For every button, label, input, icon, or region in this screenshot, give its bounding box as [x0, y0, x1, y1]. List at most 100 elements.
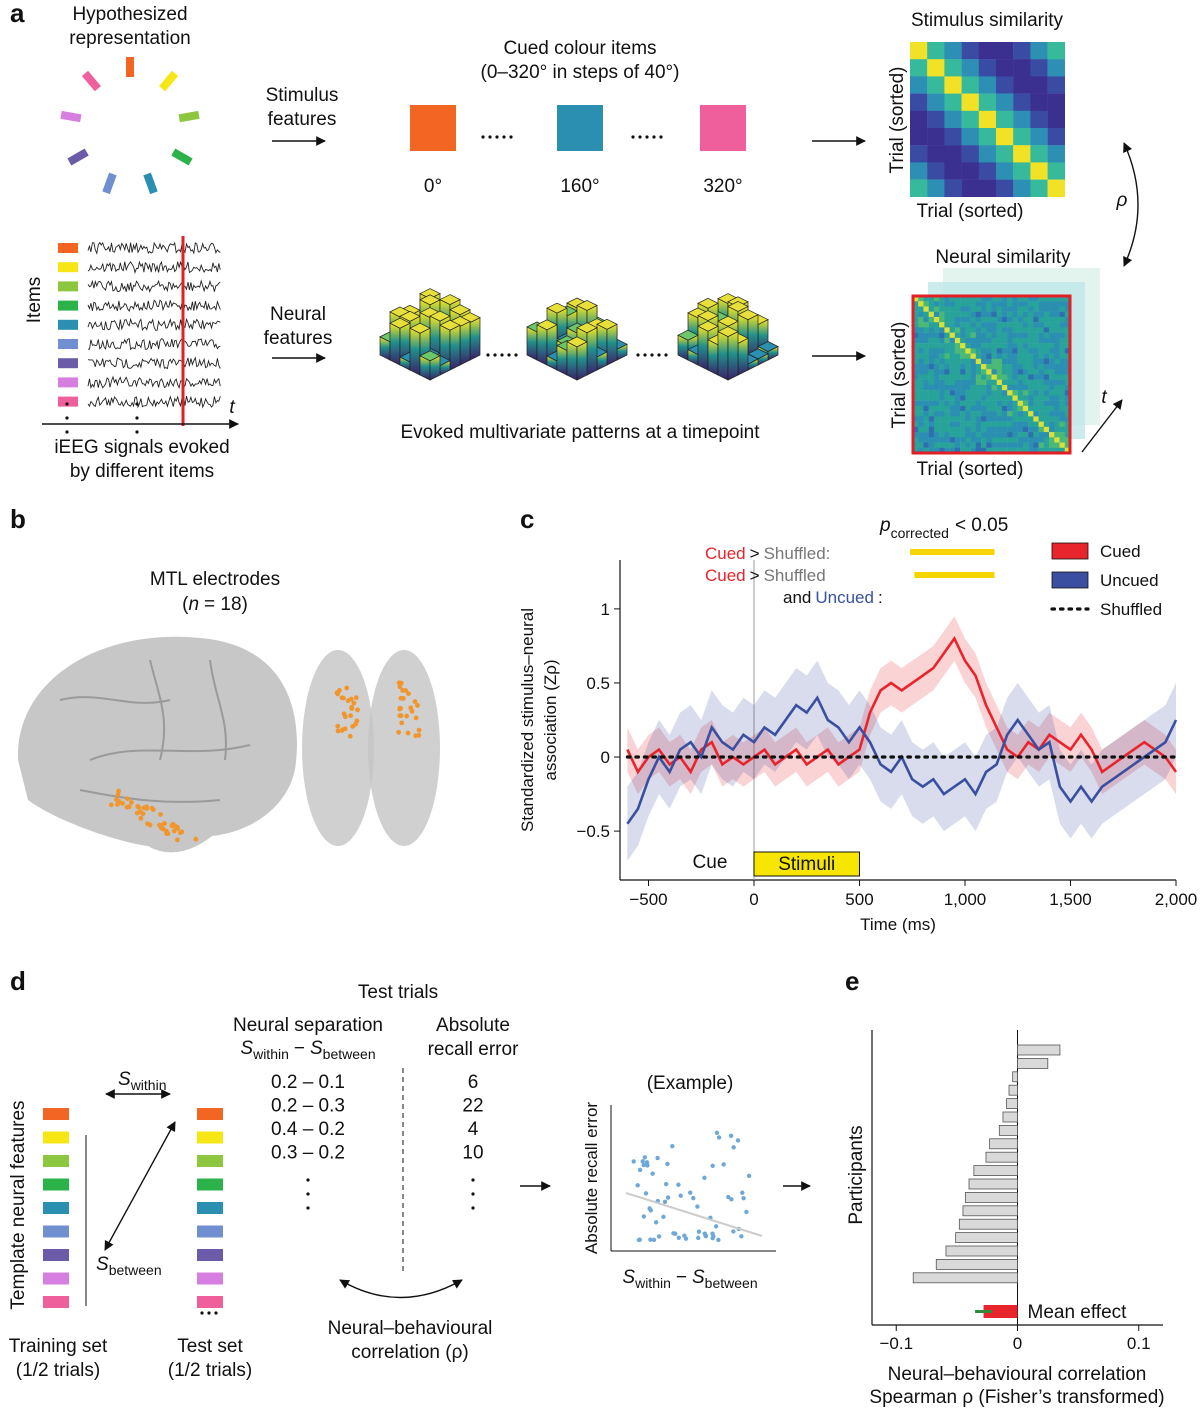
- ellipsis: [214, 1311, 218, 1315]
- matrix-cell: [933, 411, 940, 417]
- matrix-cell: [960, 348, 966, 354]
- matrix-cell: [1007, 395, 1013, 401]
- electrode: [355, 707, 360, 713]
- ellipsis: [514, 353, 518, 357]
- matrix-cell: [944, 306, 950, 312]
- matrix-cell: [1038, 316, 1045, 323]
- matrix-cell: [1012, 322, 1018, 328]
- example-point: [735, 1138, 741, 1143]
- matrix-cell: [954, 432, 961, 438]
- matrix-cell: [1064, 379, 1071, 386]
- electrode: [351, 700, 357, 706]
- matrix-cell: [1001, 353, 1008, 359]
- matrix-cell: [939, 364, 945, 370]
- matrix-cell: [1012, 306, 1018, 312]
- rho: ρ: [1116, 190, 1128, 211]
- matrix-cell: [986, 405, 992, 412]
- example-point: [636, 1237, 642, 1243]
- electrode: [416, 732, 422, 738]
- matrix-cell: [1059, 301, 1065, 307]
- block-top: [697, 310, 719, 321]
- matrix-cell: [991, 400, 997, 407]
- table-cell: 6: [468, 1072, 479, 1093]
- matrix-cell: [970, 316, 976, 323]
- matrix-cell: [1038, 432, 1045, 438]
- matrix-cell: [1012, 400, 1018, 407]
- matrix-cell: [991, 353, 997, 359]
- matrix-cell: [1017, 416, 1024, 422]
- matrix-cell: [1054, 384, 1060, 391]
- matrix-cell: [913, 343, 919, 349]
- ellipsis: [500, 353, 504, 357]
- matrix-cell: [991, 332, 997, 339]
- matrix-cell: [1001, 421, 1008, 428]
- matrix-cell: [981, 411, 987, 417]
- block-top: [737, 309, 759, 321]
- electrode: [345, 698, 351, 704]
- matrix-cell: [996, 76, 1014, 94]
- matrix-cell: [1028, 405, 1034, 412]
- matrix-cell: [965, 322, 971, 328]
- matrix-cell: [913, 379, 919, 386]
- electrode: [337, 687, 342, 693]
- electrode: [162, 821, 167, 826]
- matrix-cell: [918, 322, 924, 328]
- matrix-cell: [1012, 416, 1018, 422]
- example-point: [676, 1182, 681, 1187]
- matrix-cell: [918, 311, 924, 318]
- ellipsis: [135, 416, 139, 420]
- block-top: [439, 319, 461, 331]
- matrix-cell: [918, 426, 924, 433]
- matrix-cell: [991, 411, 997, 417]
- sig-part: corrected: [891, 525, 949, 541]
- matrix-cell: [996, 337, 1003, 344]
- matrix-cell: [1007, 405, 1013, 412]
- electrode: [348, 713, 354, 719]
- matrix-cell: [933, 348, 940, 354]
- matrix-cell: [1012, 311, 1018, 318]
- matrix-cell: [970, 358, 976, 365]
- block-top: [717, 315, 739, 327]
- example-point: [716, 1135, 722, 1140]
- matrix-cell: [1049, 390, 1055, 396]
- matrix-cell: [1054, 379, 1060, 386]
- bar: [1017, 1044, 1061, 1056]
- axis-label: Trial (sorted): [917, 201, 1024, 222]
- matrix-cell: [928, 337, 935, 344]
- matrix-cell: [960, 337, 966, 344]
- electrode: [339, 695, 345, 701]
- matrix-cell: [1043, 327, 1050, 333]
- ellipsis: [135, 402, 139, 406]
- matrix-cell: [928, 322, 935, 328]
- matrix-cell: [918, 384, 924, 391]
- matrix-cell: [910, 110, 928, 129]
- matrix-cell: [954, 311, 961, 318]
- matrix-cell: [1028, 432, 1034, 438]
- test-item: [197, 1296, 223, 1308]
- matrix-cell: [960, 421, 966, 428]
- matrix-cell: [1028, 316, 1034, 323]
- matrix-cell: [975, 311, 982, 318]
- matrix-cell: [1030, 179, 1048, 197]
- matrix-cell: [1059, 348, 1065, 354]
- matrix-cell: [970, 390, 976, 396]
- matrix-cell: [949, 374, 956, 380]
- example-point: [678, 1193, 683, 1198]
- matrix-cell: [975, 421, 982, 428]
- matrix-cell: [1017, 374, 1024, 380]
- matrix-cell: [1043, 332, 1050, 339]
- annotation: Cued > Shuffled: [705, 566, 826, 585]
- matrix-cell: [1043, 395, 1050, 401]
- matrix-cell: [1043, 316, 1050, 323]
- formula-part: S: [118, 1069, 131, 1090]
- matrix-cell: [960, 369, 966, 375]
- matrix-cell: [981, 369, 987, 375]
- matrix-cell: [1012, 426, 1018, 433]
- caption: Hypothesized: [72, 4, 187, 25]
- electrode: [150, 807, 156, 813]
- matrix-cell: [1012, 390, 1018, 396]
- matrix-cell: [1064, 327, 1071, 333]
- matrix-cell: [996, 369, 1003, 375]
- matrix-cell: [1038, 416, 1045, 422]
- block-top: [727, 301, 749, 312]
